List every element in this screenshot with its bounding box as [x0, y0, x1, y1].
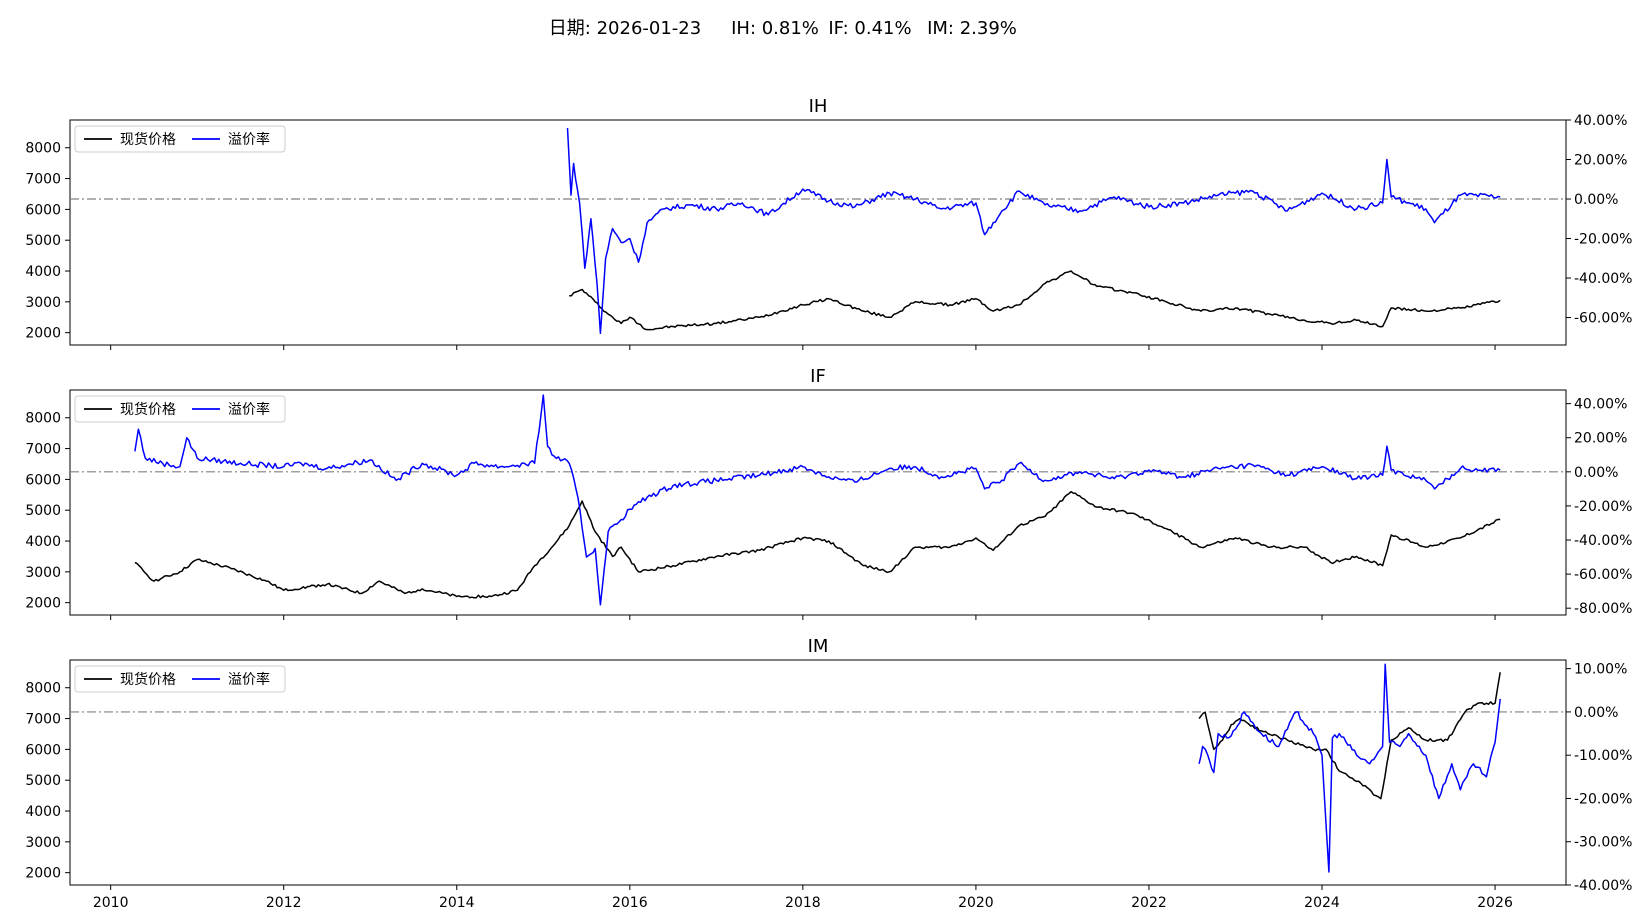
- left-y-tick-label: 2000: [25, 866, 61, 882]
- ih-premium-label: IH: 0.81%: [731, 18, 819, 39]
- left-y-tick-label: 7000: [25, 172, 61, 188]
- date-label: 日期: 2026-01-23: [549, 18, 701, 39]
- left-y-tick-label: 7000: [25, 442, 61, 458]
- x-tick-label: 2026: [1477, 895, 1513, 911]
- left-y-tick-label: 3000: [25, 295, 61, 311]
- legend-spot-label: 现货价格: [120, 131, 176, 148]
- right-y-tick-label: -40.00%: [1574, 271, 1632, 287]
- left-y-tick-label: 8000: [25, 411, 61, 427]
- im-premium-label: IM: 2.39%: [927, 18, 1017, 39]
- left-y-tick-label: 6000: [25, 202, 61, 218]
- left-y-tick-label: 6000: [25, 472, 61, 488]
- right-y-tick-label: 20.00%: [1574, 431, 1627, 447]
- premium-rate-line: [134, 394, 1501, 606]
- spot-price-line: [569, 270, 1501, 331]
- legend: 现货价格 溢价率: [74, 125, 286, 153]
- right-y-tick-label: -40.00%: [1574, 878, 1632, 894]
- legend-spot-label: 现货价格: [120, 401, 176, 418]
- legend-premium-label: 溢价率: [228, 131, 270, 148]
- premium-rate-line: [1198, 663, 1501, 873]
- if-premium-label: IF: 0.41%: [828, 18, 911, 39]
- left-y-tick-label: 2000: [25, 326, 61, 342]
- left-y-tick-label: 5000: [25, 233, 61, 249]
- legend-premium-label: 溢价率: [228, 401, 270, 418]
- x-tick-label: 2016: [612, 895, 648, 911]
- legend: 现货价格 溢价率: [74, 395, 286, 423]
- x-tick-label: 2012: [266, 895, 302, 911]
- x-tick-label: 2010: [93, 895, 129, 911]
- x-tick-label: 2014: [439, 895, 475, 911]
- spot-price-line: [134, 490, 1501, 599]
- right-y-tick-label: -20.00%: [1574, 791, 1632, 807]
- left-y-tick-label: 6000: [25, 742, 61, 758]
- plot-frame: [69, 659, 1567, 886]
- left-y-tick-label: 7000: [25, 712, 61, 728]
- right-y-tick-label: -30.00%: [1574, 835, 1632, 851]
- legend-box: [74, 125, 286, 153]
- plot-frame: [69, 119, 1567, 346]
- legend-box: [74, 665, 286, 693]
- spot-price-line: [1198, 672, 1501, 800]
- panel-title: IM: [808, 636, 829, 657]
- right-y-tick-label: 40.00%: [1574, 113, 1627, 129]
- legend: 现货价格 溢价率: [74, 665, 286, 693]
- right-y-tick-label: -10.00%: [1574, 748, 1632, 764]
- right-y-tick-label: 0.00%: [1574, 705, 1618, 721]
- figure-suptitle: 日期: 2026-01-23 IH: 0.81% IF: 0.41% IM: 2…: [549, 18, 1017, 39]
- legend-spot-label: 现货价格: [120, 671, 176, 688]
- left-y-tick-label: 8000: [25, 681, 61, 697]
- x-tick-label: 2022: [1131, 895, 1167, 911]
- left-y-tick-label: 8000: [25, 141, 61, 157]
- left-y-tick-label: 3000: [25, 565, 61, 581]
- right-y-tick-label: -60.00%: [1574, 311, 1632, 327]
- panel-title: IH: [809, 96, 828, 117]
- legend-box: [74, 395, 286, 423]
- right-y-tick-label: -40.00%: [1574, 533, 1632, 549]
- left-y-tick-label: 4000: [25, 534, 61, 550]
- right-y-tick-label: -80.00%: [1574, 601, 1632, 617]
- left-y-tick-label: 3000: [25, 835, 61, 851]
- left-y-tick-label: 2000: [25, 596, 61, 612]
- left-y-tick-label: 5000: [25, 503, 61, 519]
- panel-im: IM 2010 2012 2014 2016 2018 2020 2022 2024 2026 20…: [25, 636, 1632, 911]
- panel-if: IF 2000 3000 4000 5000 6000 7000 8000 -80.00% -60…: [25, 366, 1632, 620]
- panel-title: IF: [810, 366, 826, 387]
- premium-rate-line: [566, 127, 1501, 335]
- right-y-tick-label: 0.00%: [1574, 192, 1618, 208]
- right-y-tick-label: -20.00%: [1574, 499, 1632, 515]
- right-y-tick-label: 0.00%: [1574, 465, 1618, 481]
- left-y-tick-label: 4000: [25, 804, 61, 820]
- x-tick-label: 2018: [785, 895, 821, 911]
- chart-panels: IH 2000 3000 4000 5000 6000 7000 8000 -60.00% -40…: [25, 96, 1632, 911]
- plot-frame: [69, 389, 1567, 616]
- x-tick-label: 2020: [958, 895, 994, 911]
- panel-ih: IH 2000 3000 4000 5000 6000 7000 8000 -60.00% -40…: [25, 96, 1632, 350]
- left-y-tick-label: 4000: [25, 264, 61, 280]
- right-y-tick-label: -60.00%: [1574, 567, 1632, 583]
- x-tick-label: 2024: [1304, 895, 1340, 911]
- right-y-tick-label: 20.00%: [1574, 153, 1627, 169]
- left-y-tick-label: 5000: [25, 773, 61, 789]
- right-y-tick-label: 10.00%: [1574, 662, 1627, 678]
- legend-premium-label: 溢价率: [228, 671, 270, 688]
- right-y-tick-label: 40.00%: [1574, 397, 1627, 413]
- right-y-tick-label: -20.00%: [1574, 232, 1632, 248]
